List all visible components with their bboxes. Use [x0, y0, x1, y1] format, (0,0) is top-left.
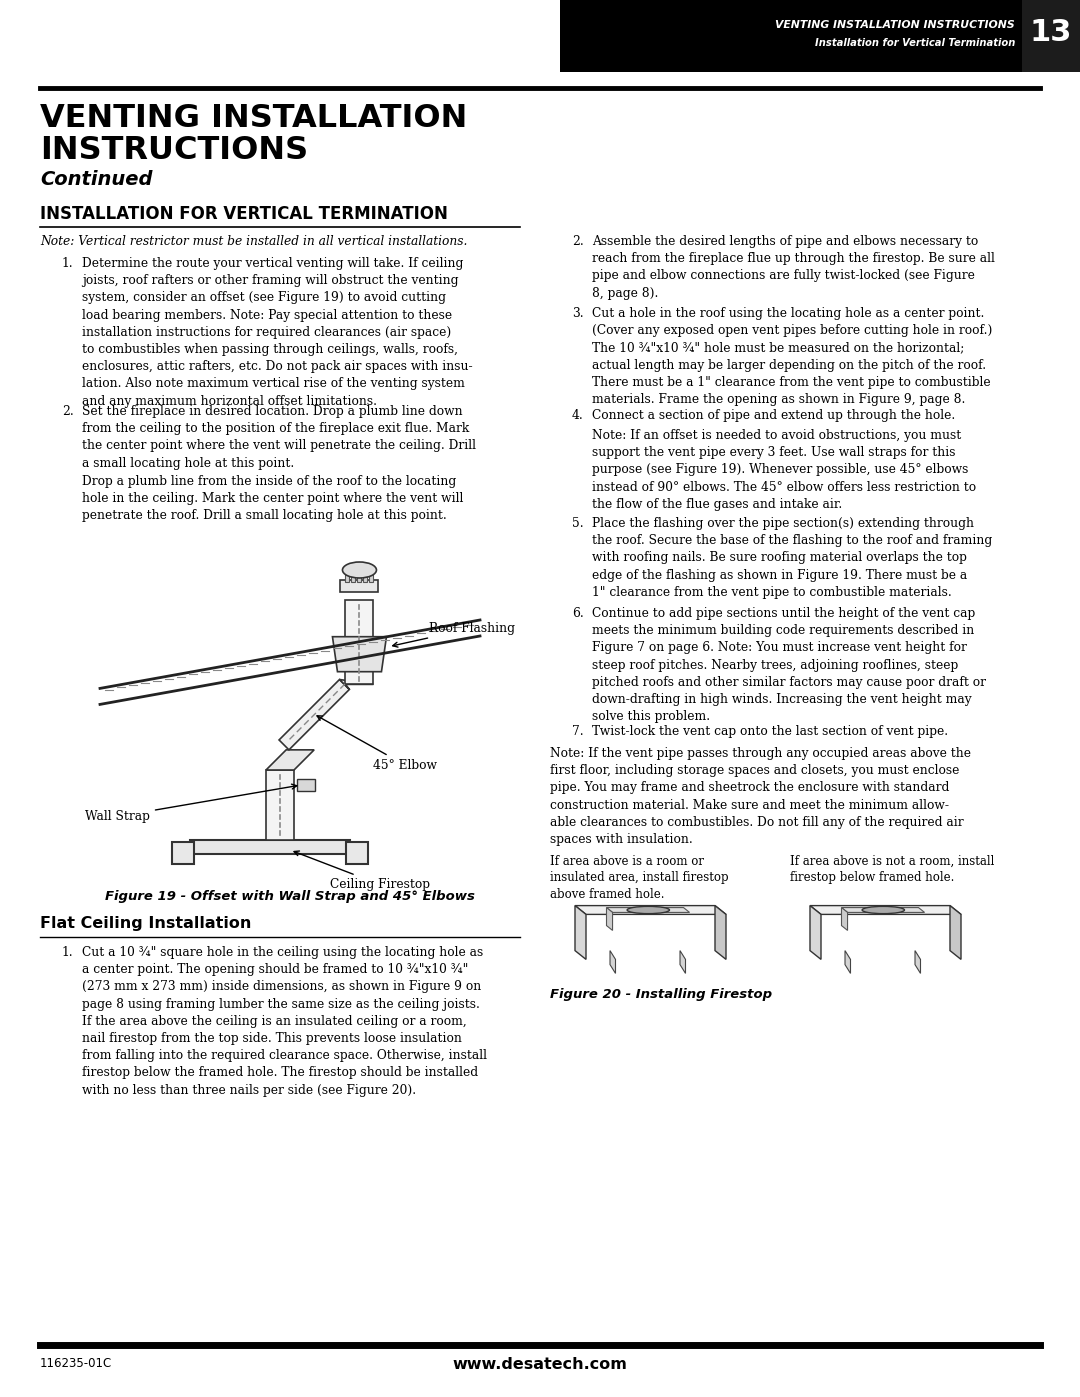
Bar: [340, 580, 378, 592]
Text: Set the fireplace in desired location. Drop a plumb line down
from the ceiling t: Set the fireplace in desired location. D…: [82, 405, 476, 469]
Polygon shape: [607, 908, 689, 912]
Bar: [190, 840, 350, 854]
Polygon shape: [810, 905, 821, 960]
Text: Figure 20 - Installing Firestop: Figure 20 - Installing Firestop: [550, 988, 772, 1002]
Bar: [266, 770, 294, 840]
Polygon shape: [845, 950, 851, 974]
Polygon shape: [915, 950, 920, 974]
Text: 4.: 4.: [572, 409, 584, 422]
Text: Roof Flashing: Roof Flashing: [393, 622, 515, 647]
Text: 1.: 1.: [62, 946, 73, 958]
Bar: [172, 842, 194, 863]
Text: Wall Strap: Wall Strap: [85, 784, 297, 823]
Text: Determine the route your vertical venting will take. If ceiling
joists, roof raf: Determine the route your vertical ventin…: [82, 257, 473, 408]
Polygon shape: [715, 905, 726, 960]
Polygon shape: [610, 950, 616, 974]
Ellipse shape: [627, 907, 670, 914]
Text: 45° Elbow: 45° Elbow: [318, 715, 437, 771]
Text: INSTALLATION FOR VERTICAL TERMINATION: INSTALLATION FOR VERTICAL TERMINATION: [40, 205, 448, 224]
Text: Installation for Vertical Termination: Installation for Vertical Termination: [814, 38, 1015, 47]
Bar: [351, 570, 355, 583]
Text: Note: If an offset is needed to avoid obstructions, you must
support the vent pi: Note: If an offset is needed to avoid ob…: [592, 429, 976, 511]
Polygon shape: [279, 679, 350, 750]
Polygon shape: [575, 905, 586, 960]
Text: 5.: 5.: [572, 517, 583, 529]
Text: Ceiling Firestop: Ceiling Firestop: [294, 851, 430, 891]
Text: Cut a hole in the roof using the locating hole as a center point.
(Cover any exp: Cut a hole in the roof using the locatin…: [592, 307, 993, 407]
Text: 116235-01C: 116235-01C: [40, 1356, 112, 1370]
Polygon shape: [680, 950, 686, 974]
Polygon shape: [607, 908, 612, 930]
Polygon shape: [810, 905, 961, 915]
Polygon shape: [333, 637, 387, 672]
Text: 7.: 7.: [572, 725, 583, 738]
Text: Note: Vertical restrictor must be installed in all vertical installations.: Note: Vertical restrictor must be instal…: [40, 235, 468, 249]
Bar: [346, 842, 368, 863]
Polygon shape: [266, 750, 314, 770]
Text: If area above is not a room, install
firestop below framed hole.: If area above is not a room, install fir…: [789, 855, 995, 884]
Bar: [561, 0, 1022, 73]
Bar: [346, 570, 350, 583]
Bar: [369, 570, 374, 583]
Text: Figure 19 - Offset with Wall Strap and 45° Elbows: Figure 19 - Offset with Wall Strap and 4…: [105, 890, 475, 902]
Ellipse shape: [862, 907, 904, 914]
Text: 3.: 3.: [572, 307, 583, 320]
Text: Cut a 10 ¾" square hole in the ceiling using the locating hole as
a center point: Cut a 10 ¾" square hole in the ceiling u…: [82, 946, 487, 1097]
Polygon shape: [950, 905, 961, 960]
Ellipse shape: [342, 562, 377, 578]
Text: 6.: 6.: [572, 608, 584, 620]
Bar: [364, 570, 367, 583]
Text: www.desatech.com: www.desatech.com: [453, 1356, 627, 1372]
Bar: [297, 780, 315, 791]
Polygon shape: [841, 908, 924, 912]
Text: 2.: 2.: [572, 235, 584, 249]
Text: Twist-lock the vent cap onto the last section of vent pipe.: Twist-lock the vent cap onto the last se…: [592, 725, 948, 738]
Text: VENTING INSTALLATION: VENTING INSTALLATION: [40, 103, 468, 134]
Text: INSTRUCTIONS: INSTRUCTIONS: [40, 136, 308, 166]
Bar: [1022, 0, 1080, 73]
Text: Note: If the vent pipe passes through any occupied areas above the
first floor, : Note: If the vent pipe passes through an…: [550, 747, 971, 847]
Text: 2.: 2.: [62, 405, 73, 418]
Text: If area above is a room or
insulated area, install firestop
above framed hole.: If area above is a room or insulated are…: [550, 855, 729, 901]
Polygon shape: [841, 908, 848, 930]
Text: Assemble the desired lengths of pipe and elbows necessary to
reach from the fire: Assemble the desired lengths of pipe and…: [592, 235, 995, 299]
Text: Continue to add pipe sections until the height of the vent cap
meets the minimum: Continue to add pipe sections until the …: [592, 608, 986, 724]
Polygon shape: [339, 679, 374, 689]
Polygon shape: [575, 905, 726, 915]
Text: 13: 13: [1030, 18, 1072, 47]
Text: Connect a section of pipe and extend up through the hole.: Connect a section of pipe and extend up …: [592, 409, 955, 422]
Bar: [357, 570, 362, 583]
Text: 1.: 1.: [62, 257, 73, 270]
Bar: [346, 599, 374, 685]
Text: Drop a plumb line from the inside of the roof to the locating
hole in the ceilin: Drop a plumb line from the inside of the…: [82, 475, 463, 522]
Text: VENTING INSTALLATION INSTRUCTIONS: VENTING INSTALLATION INSTRUCTIONS: [775, 20, 1015, 29]
Text: Place the flashing over the pipe section(s) extending through
the roof. Secure t: Place the flashing over the pipe section…: [592, 517, 993, 599]
Text: Continued: Continued: [40, 170, 152, 189]
Text: Flat Ceiling Installation: Flat Ceiling Installation: [40, 916, 252, 930]
